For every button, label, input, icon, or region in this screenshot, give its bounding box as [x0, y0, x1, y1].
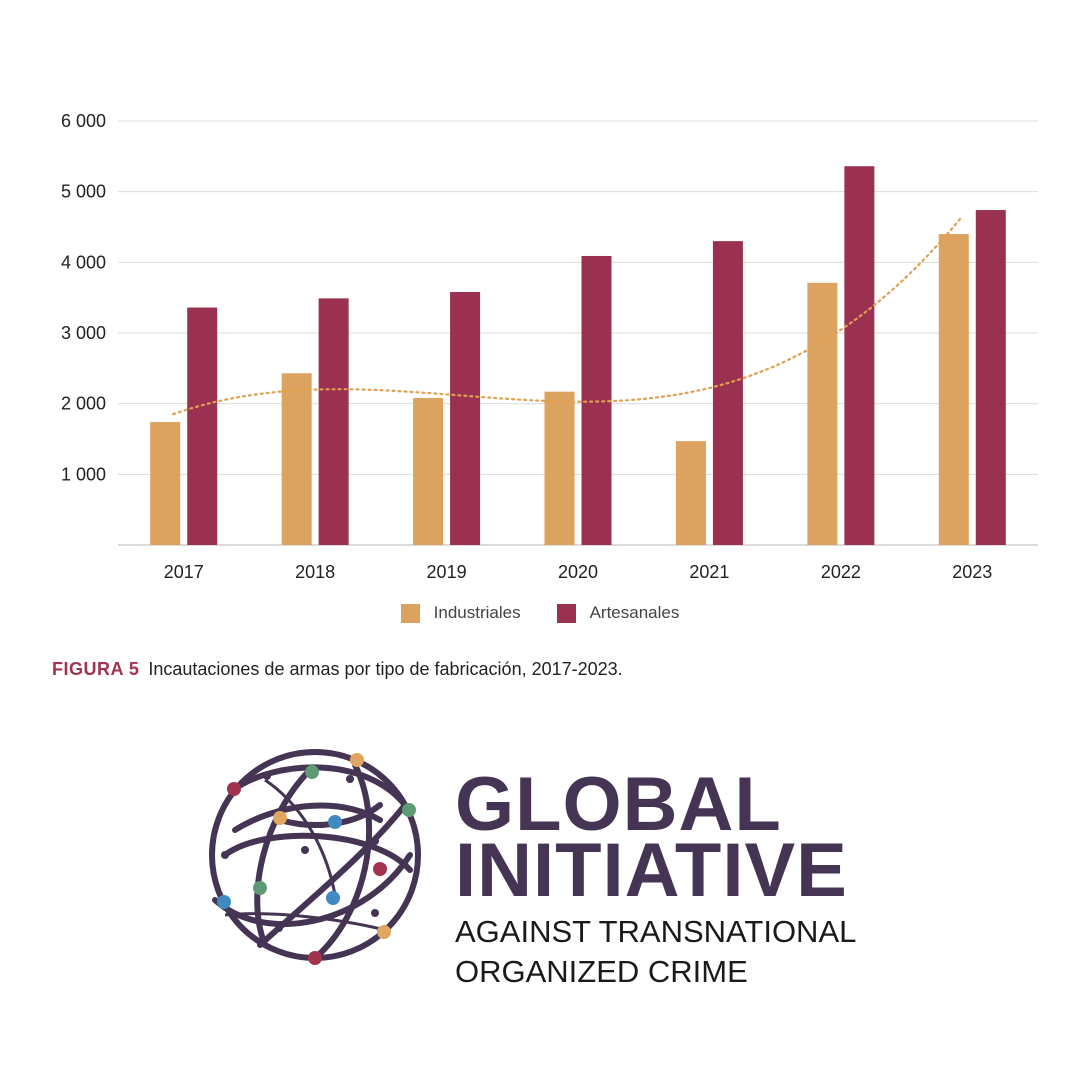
y-tick-label: 4 000	[61, 252, 106, 272]
legend-swatch-artesanales	[556, 603, 576, 623]
logo-line-initiative: INITIATIVE	[455, 828, 848, 913]
y-tick-label: 5 000	[61, 182, 106, 202]
logo-wordmark: GLOBAL INITIATIVE AGAINST TRANSNATIONAL …	[455, 762, 857, 992]
bar-artesanales-2023	[975, 210, 1006, 546]
bar-artesanales-2018	[318, 298, 349, 545]
x-tick-label: 2021	[689, 562, 729, 582]
legend-label-artesanales: Artesanales	[589, 603, 680, 622]
legend-item-artesanales: Artesanales	[556, 603, 680, 623]
logo-line-organized-crime: ORGANIZED CRIME	[455, 954, 748, 989]
y-tick-label: 3 000	[61, 323, 106, 343]
globe-logo-icon	[209, 749, 421, 965]
legend-swatch-industriales	[400, 603, 420, 623]
bar-artesanales-2021	[712, 241, 743, 545]
x-tick-label: 2018	[295, 562, 335, 582]
bar-artesanales-2022	[844, 166, 875, 545]
bar-artesanales-2017	[187, 307, 218, 545]
bar-artesanales-2019	[450, 292, 481, 545]
x-tick-label: 2023	[952, 562, 992, 582]
bar-industriales-2019	[413, 398, 444, 545]
logo-line-against: AGAINST TRANSNATIONAL	[455, 914, 857, 949]
x-tick-label: 2017	[164, 562, 204, 582]
y-tick-label: 6 000	[61, 111, 106, 131]
y-tick-label: 2 000	[61, 394, 106, 414]
bar-industriales-2022	[807, 282, 838, 545]
figure-caption-text: Incautaciones de armas por tipo de fabri…	[148, 659, 623, 679]
bar-chart: 1 000 2 000 3 000 4 000 5 000 6 000 2017 2018 20…	[61, 111, 1038, 582]
bar-industriales-2017	[150, 422, 181, 545]
x-tick-label: 2020	[558, 562, 598, 582]
trendline-industriales	[172, 215, 963, 416]
legend-item-industriales: Industriales	[400, 603, 521, 623]
x-tick-label: 2022	[821, 562, 861, 582]
x-tick-label: 2019	[427, 562, 467, 582]
bar-industriales-2023	[938, 234, 969, 546]
chart-legend: Industriales Artesanales	[0, 603, 1080, 623]
y-tick-label: 1 000	[61, 464, 106, 484]
bar-industriales-2021	[675, 441, 706, 545]
logo-line-global: GLOBAL	[455, 762, 782, 847]
bar-industriales-2018	[281, 373, 312, 545]
legend-label-industriales: Industriales	[433, 603, 521, 622]
bar-industriales-2020	[544, 391, 575, 545]
figure-caption: FIGURA 5 Incautaciones de armas por tipo…	[52, 659, 623, 680]
figure-label: FIGURA 5	[52, 659, 140, 679]
